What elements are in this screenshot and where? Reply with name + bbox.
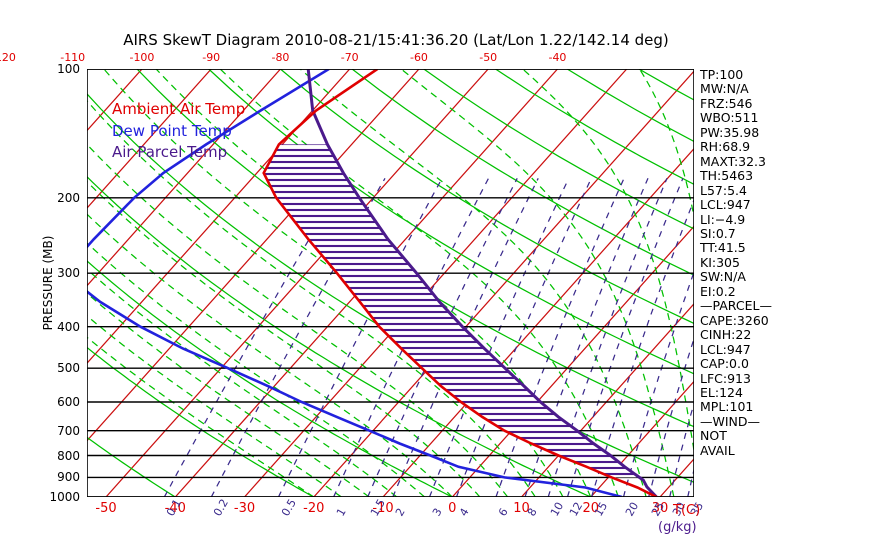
top-temp-tick--90: -90 <box>202 51 221 64</box>
index-item: RH:68.9 <box>700 139 751 155</box>
index-item: TT:41.5 <box>700 240 746 256</box>
cape-shaded-region <box>263 144 640 478</box>
top-temp-tick--50: -50 <box>479 51 498 64</box>
top-temp-tick--60: -60 <box>409 51 428 64</box>
isotherm-lines <box>87 69 694 497</box>
top-temp-tick--100: -100 <box>129 51 155 64</box>
top-temp-tick--70: -70 <box>340 51 359 64</box>
top-temp-tick--120: -120 <box>0 51 16 64</box>
bottom-temp-tick-20: 20 <box>582 501 600 516</box>
index-item: LFC:913 <box>700 370 751 386</box>
sounding-curves <box>87 69 658 497</box>
skewt-plot-svg <box>87 69 694 497</box>
mixing-ratio-tick-0.2: 0.2 <box>211 496 232 519</box>
legend-ambient-air-temp: Ambient Air Temp <box>112 100 246 118</box>
index-item: NOT <box>700 428 727 444</box>
top-temp-tick--80: -80 <box>271 51 290 64</box>
top-temp-tick--40: -40 <box>548 51 567 64</box>
mixing-ratio-tick-2: 2 <box>392 505 408 519</box>
index-item: —PARCEL— <box>700 298 772 314</box>
index-item: —WIND— <box>700 413 761 429</box>
plot-area <box>87 69 694 497</box>
sounding-indices-panel: TP:100 MW:N/A FRZ:546 WBO:511 PW:35.98 RH:68.… <box>700 67 805 458</box>
mixing-ratio-tick-8: 8 <box>525 505 540 519</box>
mixing-ratio-tick-10: 10 <box>548 499 567 519</box>
mixing-ratio-tick-4: 4 <box>456 505 472 519</box>
bottom-temp-tick--10: -10 <box>372 501 394 516</box>
index-item: SW:N/A <box>700 269 746 285</box>
index-item: EI:0.2 <box>700 283 736 299</box>
bottom-temp-tick-30: 30 <box>651 501 669 516</box>
index-item: CAP:0.0 <box>700 356 749 372</box>
index-item: TH:5463 <box>700 168 754 184</box>
pressure-tick-600: 600 <box>57 395 80 410</box>
pressure-tick-500: 500 <box>57 361 80 376</box>
index-item: MPL:101 <box>700 399 754 415</box>
index-item: LCL:947 <box>700 197 751 213</box>
x-axis-mix-title: (g/kg) <box>658 520 697 535</box>
pressure-tick-900: 900 <box>57 470 80 485</box>
pressure-tick-100: 100 <box>57 62 80 76</box>
index-item: AVAIL <box>700 442 735 458</box>
index-item: L57:5.4 <box>700 182 747 198</box>
index-item: CAPE:3260 <box>700 312 769 328</box>
index-item: TP:100 <box>700 67 744 82</box>
bottom-temp-tick-0: 0 <box>448 501 457 516</box>
mixing-ratio-tick-3: 3 <box>429 505 445 519</box>
mixing-ratio-tick-20: 20 <box>623 499 642 519</box>
index-item: KI:305 <box>700 254 740 270</box>
mixing-ratio-tick-0.5: 0.5 <box>278 496 299 519</box>
page-title: AIRS SkewT Diagram 2010-08-21/15:41:36.2… <box>123 31 669 49</box>
index-item: LI:−4.9 <box>700 211 746 227</box>
pressure-tick-300: 300 <box>57 266 80 281</box>
bottom-temp-tick--50: -50 <box>95 501 117 516</box>
bottom-temp-tick--40: -40 <box>164 501 186 516</box>
pressure-tick-200: 200 <box>57 190 80 205</box>
index-item: WBO:511 <box>700 110 759 126</box>
legend-dew-point-temp: Dew Point Temp <box>112 122 232 140</box>
pressure-tick-700: 700 <box>57 423 80 438</box>
legend-air-parcel-temp: Air Parcel Temp <box>112 143 228 161</box>
top-temp-tick--110: -110 <box>60 51 86 64</box>
mixing-ratio-tick-6: 6 <box>495 505 511 519</box>
mixing-ratio-tick-1: 1 <box>333 505 349 519</box>
index-item: CINH:22 <box>700 327 752 343</box>
pressure-tick-1000: 1000 <box>49 490 80 504</box>
index-item: LCL:947 <box>700 341 751 357</box>
index-item: SI:0.7 <box>700 225 736 241</box>
index-item: EL:124 <box>700 384 743 400</box>
pressure-tick-400: 400 <box>57 319 80 334</box>
bottom-temp-tick--30: -30 <box>233 501 256 516</box>
bottom-temp-tick--20: -20 <box>303 501 325 516</box>
pressure-tick-800: 800 <box>57 448 80 463</box>
y-axis-title: PRESSURE (MB) <box>41 235 55 331</box>
bottom-temp-tick-10: 10 <box>513 501 530 516</box>
index-item: PW:35.98 <box>700 124 760 140</box>
x-axis-temp-title: T(C) <box>673 503 701 518</box>
index-item: FRZ:546 <box>700 95 753 111</box>
index-item: MAXT:32.3 <box>700 153 766 169</box>
index-item: MW:N/A <box>700 81 749 97</box>
